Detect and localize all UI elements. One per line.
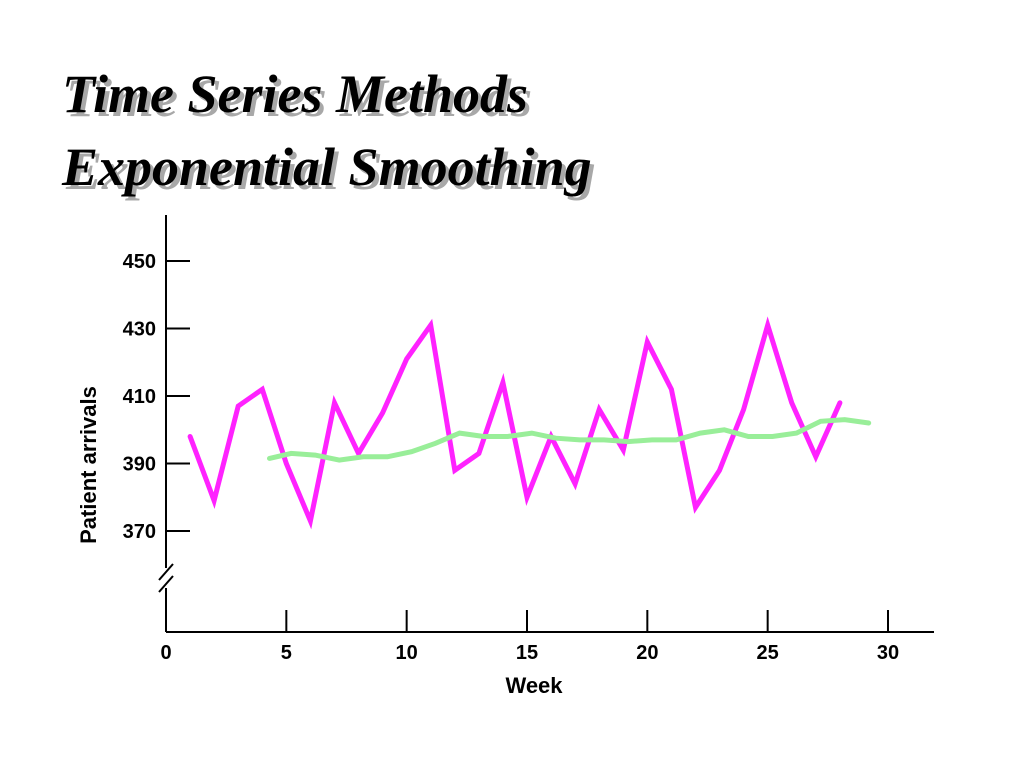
- slide-title: Time Series Methods Exponential Smoothin…: [62, 58, 592, 204]
- y-tick-label: 430: [123, 319, 156, 341]
- x-tick-label: 0: [160, 642, 171, 664]
- x-tick-label: 15: [516, 642, 538, 664]
- x-tick-label: 5: [281, 642, 292, 664]
- x-tick-label: 25: [757, 642, 779, 664]
- chart-axes: 370 390 410 430 450 0 5 10 15 20 25 30: [123, 215, 934, 664]
- chart-series: [187, 316, 872, 530]
- y-axis-title: Patient arrivals: [76, 386, 101, 544]
- y-tick-label: 410: [123, 386, 156, 408]
- axis-break-mark: [158, 575, 174, 593]
- x-tick-label: 20: [636, 642, 658, 664]
- y-tick-label: 370: [123, 521, 156, 543]
- series-line-actual: [187, 316, 843, 530]
- axis-break-mark: [158, 563, 174, 581]
- title-line-1: Time Series Methods: [62, 64, 528, 124]
- x-tick-label: 30: [877, 642, 899, 664]
- series-line-smoothed: [267, 417, 872, 463]
- x-tick-label: 10: [396, 642, 418, 664]
- y-tick-label: 390: [123, 454, 156, 476]
- title-line-2: Exponential Smoothing: [62, 137, 592, 197]
- y-tick-label: 450: [123, 251, 156, 273]
- x-axis-title: Week: [505, 673, 563, 698]
